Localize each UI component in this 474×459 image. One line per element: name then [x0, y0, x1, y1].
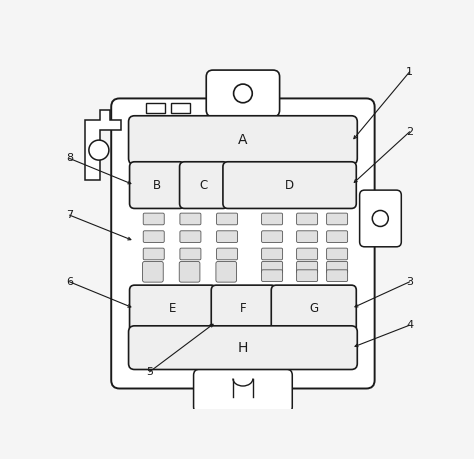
FancyBboxPatch shape	[262, 248, 283, 260]
FancyBboxPatch shape	[211, 285, 276, 332]
FancyBboxPatch shape	[262, 213, 283, 225]
Polygon shape	[84, 110, 121, 180]
FancyBboxPatch shape	[327, 231, 347, 242]
FancyBboxPatch shape	[327, 213, 347, 225]
FancyBboxPatch shape	[217, 248, 237, 260]
Text: A: A	[238, 133, 248, 147]
Text: 2: 2	[406, 127, 413, 137]
FancyBboxPatch shape	[179, 262, 200, 282]
Text: C: C	[200, 179, 208, 191]
Text: H: H	[238, 341, 248, 355]
Circle shape	[89, 140, 109, 160]
FancyBboxPatch shape	[297, 270, 318, 281]
Text: B: B	[153, 179, 161, 191]
FancyBboxPatch shape	[143, 213, 164, 225]
FancyBboxPatch shape	[129, 162, 184, 208]
Text: 7: 7	[66, 210, 73, 220]
FancyBboxPatch shape	[297, 248, 318, 260]
Circle shape	[234, 84, 252, 103]
FancyBboxPatch shape	[143, 231, 164, 242]
Text: 5: 5	[146, 367, 153, 377]
Bar	[146, 103, 164, 113]
Text: 1: 1	[406, 67, 413, 77]
FancyBboxPatch shape	[297, 231, 318, 242]
FancyBboxPatch shape	[180, 248, 201, 260]
FancyBboxPatch shape	[223, 162, 356, 208]
FancyBboxPatch shape	[143, 248, 164, 260]
Bar	[171, 103, 190, 113]
FancyBboxPatch shape	[217, 231, 237, 242]
FancyBboxPatch shape	[297, 213, 318, 225]
FancyBboxPatch shape	[128, 326, 357, 369]
FancyBboxPatch shape	[128, 116, 357, 164]
Text: D: D	[285, 179, 294, 191]
FancyBboxPatch shape	[129, 285, 216, 332]
FancyBboxPatch shape	[206, 70, 280, 117]
FancyBboxPatch shape	[180, 162, 228, 208]
Text: E: E	[169, 302, 177, 315]
FancyBboxPatch shape	[217, 213, 237, 225]
FancyBboxPatch shape	[360, 190, 401, 247]
FancyBboxPatch shape	[180, 213, 201, 225]
Text: 4: 4	[406, 320, 413, 330]
Text: 6: 6	[66, 277, 73, 287]
FancyBboxPatch shape	[143, 262, 163, 282]
FancyBboxPatch shape	[297, 262, 318, 273]
FancyBboxPatch shape	[327, 270, 347, 281]
Text: F: F	[240, 302, 247, 315]
FancyBboxPatch shape	[262, 231, 283, 242]
FancyBboxPatch shape	[193, 369, 292, 413]
Text: G: G	[309, 302, 318, 315]
FancyBboxPatch shape	[180, 231, 201, 242]
FancyBboxPatch shape	[216, 262, 237, 282]
FancyBboxPatch shape	[327, 248, 347, 260]
FancyBboxPatch shape	[271, 285, 356, 332]
FancyBboxPatch shape	[327, 262, 347, 273]
Text: 8: 8	[66, 153, 73, 163]
Circle shape	[372, 211, 388, 226]
FancyBboxPatch shape	[111, 98, 374, 388]
Text: 3: 3	[406, 277, 413, 287]
FancyBboxPatch shape	[262, 262, 283, 273]
FancyBboxPatch shape	[262, 270, 283, 281]
